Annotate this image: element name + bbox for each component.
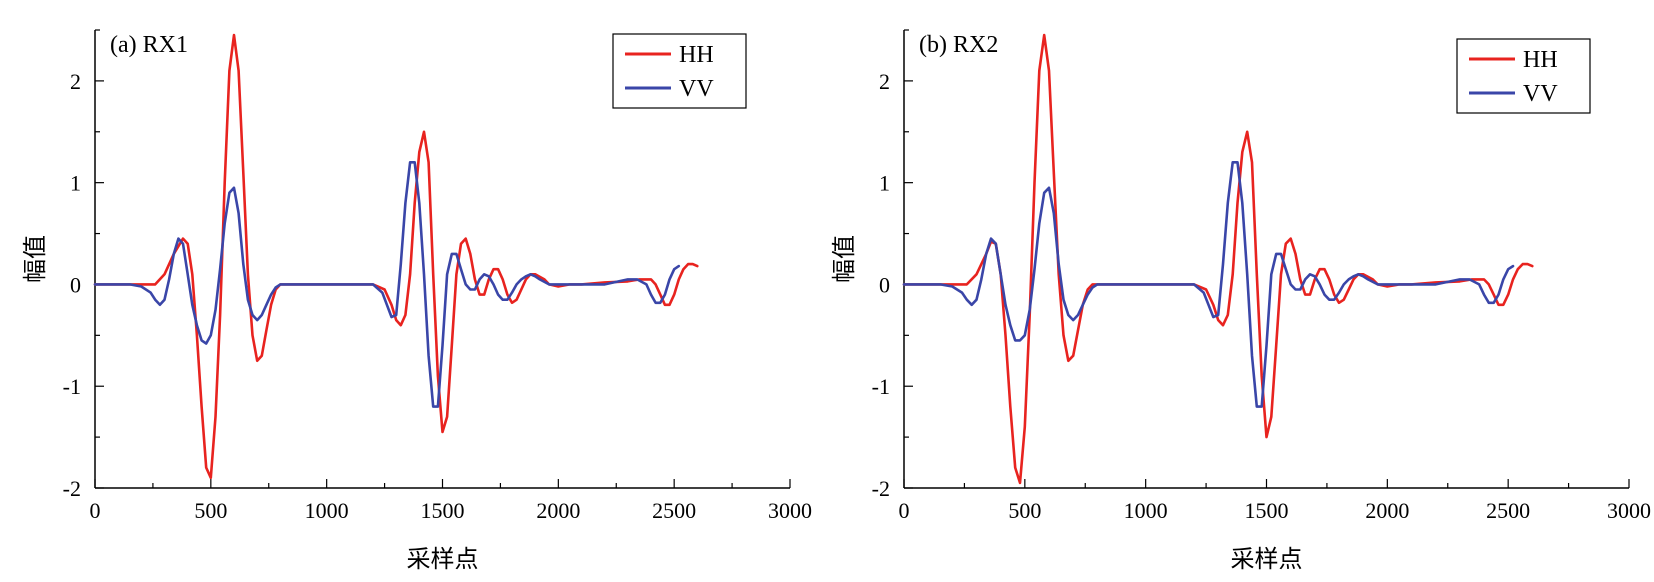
y-tick-label: -2 <box>63 476 81 501</box>
y-tick-label: 0 <box>70 272 81 297</box>
x-tick-label: 2000 <box>536 498 580 523</box>
x-tick-label: 500 <box>1008 498 1041 523</box>
legend-box <box>1456 38 1591 114</box>
x-axis-title: 采样点 <box>1231 546 1303 573</box>
legend-box <box>612 33 747 109</box>
x-tick-label: 2500 <box>1486 498 1530 523</box>
legend-label-vv: VV <box>1523 81 1558 107</box>
y-tick-label: 2 <box>70 69 81 94</box>
x-tick-label: 0 <box>899 498 910 523</box>
y-tick-label: -1 <box>63 374 81 399</box>
x-tick-label: 1500 <box>421 498 465 523</box>
x-tick-label: 500 <box>194 498 227 523</box>
x-axis-title: 采样点 <box>407 546 479 573</box>
panel-label: (a) RX1 <box>110 32 188 58</box>
x-tick-label: 3000 <box>1607 498 1651 523</box>
y-tick-label: -1 <box>872 374 890 399</box>
x-tick-label: 1000 <box>305 498 349 523</box>
y-tick-label: -2 <box>872 476 890 501</box>
x-tick-label: 0 <box>90 498 101 523</box>
y-tick-label: 1 <box>879 171 890 196</box>
legend: HH VV <box>612 33 747 109</box>
x-tick-label: 1500 <box>1245 498 1289 523</box>
y-tick-label: 2 <box>879 69 890 94</box>
x-tick-label: 3000 <box>768 498 812 523</box>
x-tick-label: 2500 <box>652 498 696 523</box>
y-axis-title: 幅值 <box>22 235 49 283</box>
legend-label-hh: HH <box>1523 47 1558 73</box>
y-tick-label: 0 <box>879 272 890 297</box>
panel-label: (b) RX2 <box>919 32 998 58</box>
chart-panel-2: 0 500 1000 1500 2000 2500 3000 -2 -1 0 1 2 采样点 幅值 (b) … <box>831 29 1651 573</box>
legend-label-hh: HH <box>679 42 714 68</box>
legend-label-vv: VV <box>679 76 714 102</box>
chart-panel-1: 0 500 1000 1500 2000 2500 3000 -2 -1 0 1 2 采样点 幅值 (a) … <box>22 29 812 573</box>
x-tick-label: 1000 <box>1124 498 1168 523</box>
y-axis-title: 幅值 <box>831 235 858 283</box>
legend: HH VV <box>1456 38 1591 114</box>
series-line-vv <box>902 161 1515 408</box>
x-tick-label: 2000 <box>1365 498 1409 523</box>
series-line-vv <box>93 161 681 408</box>
y-tick-label: 1 <box>70 171 81 196</box>
